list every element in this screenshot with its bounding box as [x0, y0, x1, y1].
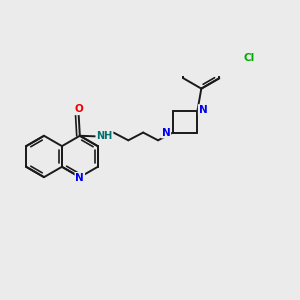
Text: N: N — [76, 173, 84, 183]
Text: N: N — [162, 128, 170, 138]
Text: N: N — [199, 105, 208, 115]
Text: Cl: Cl — [244, 52, 255, 63]
Text: NH: NH — [96, 131, 112, 141]
Text: O: O — [74, 104, 83, 114]
